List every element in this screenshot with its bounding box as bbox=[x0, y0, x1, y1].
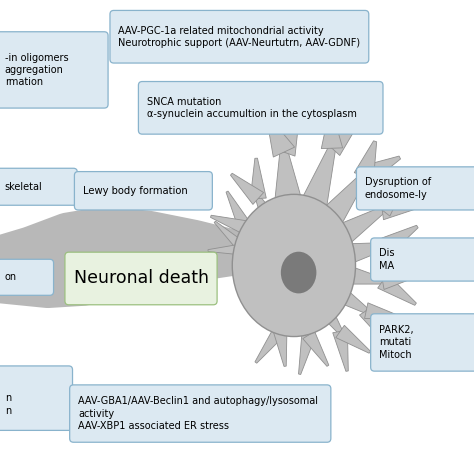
Polygon shape bbox=[375, 181, 406, 216]
FancyBboxPatch shape bbox=[0, 32, 108, 108]
FancyBboxPatch shape bbox=[138, 82, 383, 134]
Polygon shape bbox=[278, 262, 309, 331]
Polygon shape bbox=[273, 329, 287, 366]
Polygon shape bbox=[291, 247, 383, 284]
Polygon shape bbox=[284, 250, 368, 313]
Text: Neuronal death: Neuronal death bbox=[73, 270, 209, 287]
FancyBboxPatch shape bbox=[74, 172, 212, 210]
Polygon shape bbox=[378, 274, 416, 305]
Text: on: on bbox=[5, 272, 17, 283]
Polygon shape bbox=[208, 244, 245, 255]
Text: skeletal: skeletal bbox=[5, 182, 43, 192]
Polygon shape bbox=[280, 256, 342, 333]
FancyBboxPatch shape bbox=[356, 167, 474, 210]
Polygon shape bbox=[381, 273, 419, 290]
Text: PARK2,
mutati
Mitoch: PARK2, mutati Mitoch bbox=[379, 325, 414, 360]
Polygon shape bbox=[283, 207, 384, 283]
Polygon shape bbox=[271, 147, 336, 273]
Text: -in oligomers
aggregation
rmation: -in oligomers aggregation rmation bbox=[5, 53, 68, 87]
Polygon shape bbox=[365, 303, 402, 319]
Polygon shape bbox=[250, 158, 266, 199]
Polygon shape bbox=[299, 333, 315, 374]
Text: Lewy body formation: Lewy body formation bbox=[83, 186, 188, 196]
FancyBboxPatch shape bbox=[65, 252, 217, 305]
Polygon shape bbox=[256, 197, 310, 274]
Text: Dis
MA: Dis MA bbox=[379, 248, 395, 271]
FancyBboxPatch shape bbox=[0, 168, 77, 205]
Text: n
n: n n bbox=[5, 381, 11, 416]
Polygon shape bbox=[255, 326, 286, 363]
Polygon shape bbox=[324, 118, 361, 155]
Text: AAV-PGC-1a related mitochondrial activity
Neurotrophic support (AAV-Neurtutrn, A: AAV-PGC-1a related mitochondrial activit… bbox=[118, 26, 361, 48]
Text: SNCA mutation
α-synuclein accumultion in the cytosplasm: SNCA mutation α-synuclein accumultion in… bbox=[147, 97, 357, 119]
Polygon shape bbox=[333, 330, 348, 371]
Polygon shape bbox=[244, 226, 303, 278]
Polygon shape bbox=[336, 325, 371, 353]
Polygon shape bbox=[230, 173, 264, 204]
Polygon shape bbox=[214, 221, 248, 254]
Polygon shape bbox=[290, 243, 387, 285]
Polygon shape bbox=[226, 191, 252, 231]
FancyBboxPatch shape bbox=[110, 10, 369, 63]
Polygon shape bbox=[268, 152, 320, 268]
Polygon shape bbox=[381, 201, 422, 220]
Polygon shape bbox=[359, 156, 401, 185]
FancyBboxPatch shape bbox=[371, 238, 474, 281]
Polygon shape bbox=[267, 118, 295, 157]
Ellipse shape bbox=[281, 252, 316, 293]
Polygon shape bbox=[273, 114, 300, 156]
Polygon shape bbox=[279, 262, 311, 336]
Polygon shape bbox=[303, 331, 329, 366]
Polygon shape bbox=[359, 306, 389, 345]
Polygon shape bbox=[321, 112, 343, 149]
FancyBboxPatch shape bbox=[0, 366, 73, 430]
Polygon shape bbox=[382, 225, 418, 254]
Text: Dysruption of
endosome-ly: Dysruption of endosome-ly bbox=[365, 177, 431, 200]
Ellipse shape bbox=[232, 194, 356, 337]
Polygon shape bbox=[384, 237, 426, 256]
Text: AAV-GBA1/AAV-Beclin1 and autophagy/lysosomal
activity
AAV-XBP1 associated ER str: AAV-GBA1/AAV-Beclin1 and autophagy/lysos… bbox=[78, 396, 318, 431]
Polygon shape bbox=[0, 206, 256, 308]
Polygon shape bbox=[244, 247, 298, 278]
FancyBboxPatch shape bbox=[371, 314, 474, 371]
Polygon shape bbox=[276, 173, 367, 279]
Polygon shape bbox=[354, 141, 377, 179]
Polygon shape bbox=[210, 215, 247, 234]
FancyBboxPatch shape bbox=[0, 259, 54, 295]
FancyBboxPatch shape bbox=[70, 385, 331, 442]
